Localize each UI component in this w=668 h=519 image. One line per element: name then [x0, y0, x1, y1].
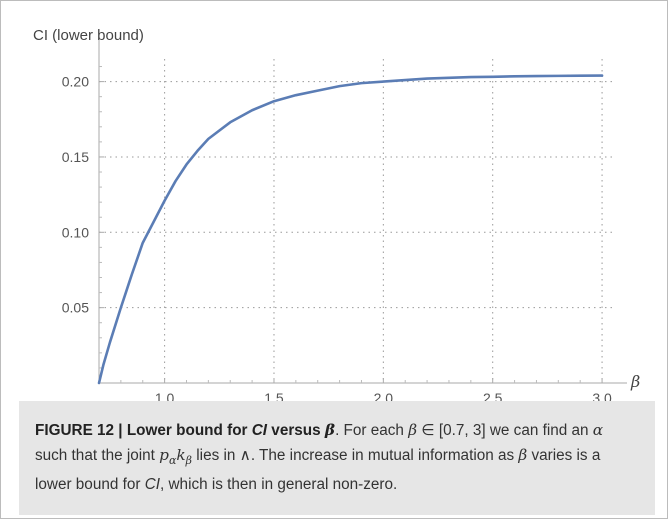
x-tick-label: 1.0 [155, 390, 175, 401]
gridlines [99, 59, 613, 383]
caption-label: FIGURE 12 | Lower bound for CI versus β [35, 421, 336, 439]
y-ticks: 0.05 0.10 0.15 0.20 [62, 66, 104, 369]
y-axis-label: CI (lower bound) [33, 27, 144, 44]
y-tick-label: 0.05 [62, 300, 89, 316]
x-tick-label: 2.5 [483, 390, 503, 401]
x-axis-label: β [630, 372, 640, 391]
line-chart: 1.0 1.5 2.0 2.5 3.0 0.05 0.10 0.15 0.20 β [62, 39, 640, 401]
x-tick-label: 3.0 [592, 390, 612, 401]
figure-caption: FIGURE 12 | Lower bound for CI versus β.… [19, 401, 655, 515]
x-ticks: 1.0 1.5 2.0 2.5 3.0 [120, 378, 612, 401]
series-line [97, 74, 604, 385]
axes [98, 39, 627, 384]
y-tick-label: 0.20 [62, 74, 89, 90]
y-tick-label: 0.10 [62, 224, 89, 240]
x-tick-label: 1.5 [264, 390, 284, 401]
x-tick-label: 2.0 [374, 390, 394, 401]
y-tick-label: 0.15 [62, 149, 89, 165]
